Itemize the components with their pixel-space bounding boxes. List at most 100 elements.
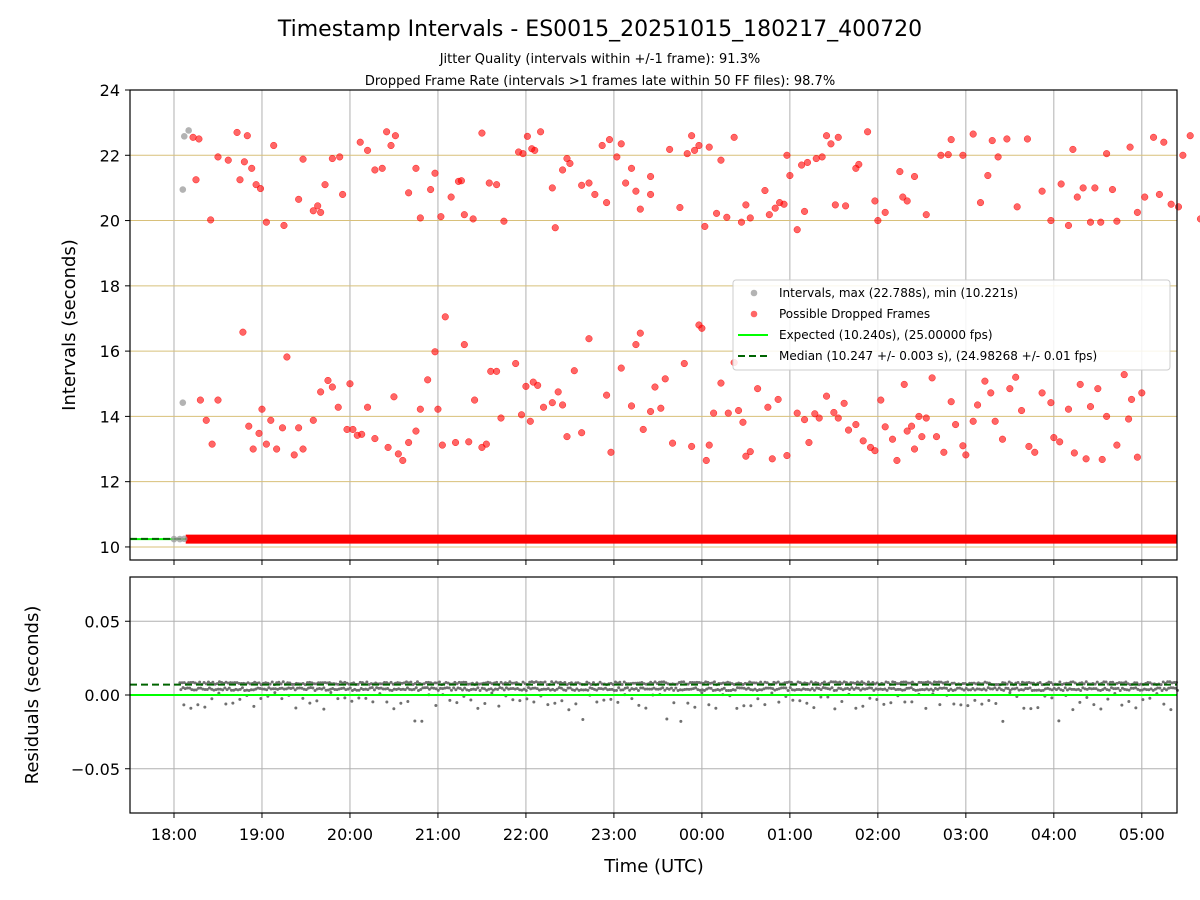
residual-point xyxy=(883,687,887,691)
dropped-frame-point xyxy=(959,442,967,450)
residual-point xyxy=(973,698,977,702)
legend-label: Possible Dropped Frames xyxy=(779,307,930,321)
residual-point xyxy=(663,688,667,692)
residual-point xyxy=(709,686,713,690)
residual-point xyxy=(447,686,451,690)
residual-point xyxy=(280,697,284,701)
dropped-frame-point xyxy=(424,376,432,384)
dropped-frame-point xyxy=(786,171,794,180)
residual-point xyxy=(249,688,253,692)
residual-point xyxy=(510,681,514,685)
residual-point xyxy=(581,718,585,722)
residual-point xyxy=(903,688,907,692)
dropped-frame-point xyxy=(962,451,970,459)
dropped-frame-point xyxy=(278,424,287,432)
residual-point xyxy=(207,686,211,690)
residual-point xyxy=(348,686,352,690)
residual-point xyxy=(973,688,977,692)
residual-point xyxy=(643,687,647,691)
residual-point xyxy=(1118,689,1122,693)
residual-point xyxy=(985,681,989,685)
residual-point xyxy=(378,682,382,686)
residual-point xyxy=(675,682,679,686)
residual-point xyxy=(938,686,942,690)
dropped-frame-point xyxy=(1113,441,1121,449)
dropped-frame-point xyxy=(346,380,354,388)
residual-point xyxy=(798,681,802,685)
residual-point xyxy=(1134,686,1138,690)
residual-point xyxy=(1102,680,1106,684)
legend-label: Median (10.247 +/- 0.003 s), (24.98268 +… xyxy=(779,349,1097,363)
dropped-frame-point xyxy=(390,393,398,401)
residual-point xyxy=(271,687,275,691)
residual-point xyxy=(421,686,425,690)
residual-point xyxy=(228,681,232,685)
residual-point xyxy=(458,687,462,691)
residual-point xyxy=(628,688,632,692)
residual-point xyxy=(994,682,998,686)
residual-point xyxy=(333,687,337,691)
dropped-frame-point xyxy=(1070,449,1078,457)
dropped-frame-point xyxy=(202,416,210,424)
residual-point xyxy=(227,686,231,690)
residual-point xyxy=(789,680,793,684)
residual-point xyxy=(1092,703,1096,707)
residual-point xyxy=(991,687,995,691)
residual-point xyxy=(231,701,235,705)
residual-point xyxy=(224,702,228,706)
residual-point xyxy=(1016,681,1020,685)
dropped-frame-point xyxy=(405,189,413,197)
dropped-frame-point xyxy=(932,433,941,441)
dropped-frame-point xyxy=(746,214,754,222)
dropped-frame-point xyxy=(735,406,743,415)
residual-point xyxy=(586,688,590,692)
residual-point xyxy=(452,686,456,690)
residual-point xyxy=(786,689,790,693)
dropped-frame-point xyxy=(591,190,599,198)
dropped-frame-point xyxy=(248,164,256,172)
residual-point xyxy=(872,688,876,692)
dropped-frame-point xyxy=(299,445,307,453)
residual-point xyxy=(455,701,459,705)
residual-point xyxy=(427,687,431,691)
residual-point xyxy=(508,680,512,684)
residual-point xyxy=(434,704,438,708)
dropped-frame-point xyxy=(563,433,571,441)
residual-point xyxy=(994,701,998,705)
dropped-frame-point xyxy=(636,205,644,213)
residual-point xyxy=(763,703,767,707)
x-tick-label: 18:00 xyxy=(151,825,197,844)
dropped-frame-point xyxy=(984,171,992,180)
residual-point xyxy=(301,681,305,685)
dropped-frame-point xyxy=(387,141,395,150)
figure-title: Timestamp Intervals - ES0015_20251015_18… xyxy=(277,17,922,42)
dropped-frame-point xyxy=(896,168,904,176)
residual-point xyxy=(809,680,813,684)
residual-point xyxy=(415,680,419,684)
dropped-frame-point xyxy=(309,207,317,215)
dropped-frame-point xyxy=(548,399,556,407)
residual-point xyxy=(669,686,673,690)
residual-point xyxy=(500,686,504,690)
dropped-frame-point xyxy=(321,181,329,189)
dropped-frame-point xyxy=(383,128,391,136)
residual-point xyxy=(804,687,808,691)
residual-point xyxy=(833,707,837,711)
residual-point xyxy=(324,688,328,692)
residuals-y-axis-label: Residuals (seconds) xyxy=(22,606,43,785)
dropped-frame-point xyxy=(1012,373,1020,381)
residual-point xyxy=(495,680,499,684)
residual-point xyxy=(511,698,515,702)
residual-point xyxy=(591,681,595,685)
intervals-y-tick-label: 24 xyxy=(100,81,120,100)
residual-point xyxy=(750,681,754,685)
residual-point xyxy=(844,681,848,685)
residual-point xyxy=(776,680,780,684)
residual-point xyxy=(476,686,480,690)
dropped-frame-point xyxy=(255,429,263,437)
residual-point xyxy=(434,687,438,691)
dropped-frame-point xyxy=(815,414,823,422)
residual-point xyxy=(420,719,424,723)
x-tick-label: 00:00 xyxy=(679,825,725,844)
legend-marker xyxy=(750,310,758,318)
